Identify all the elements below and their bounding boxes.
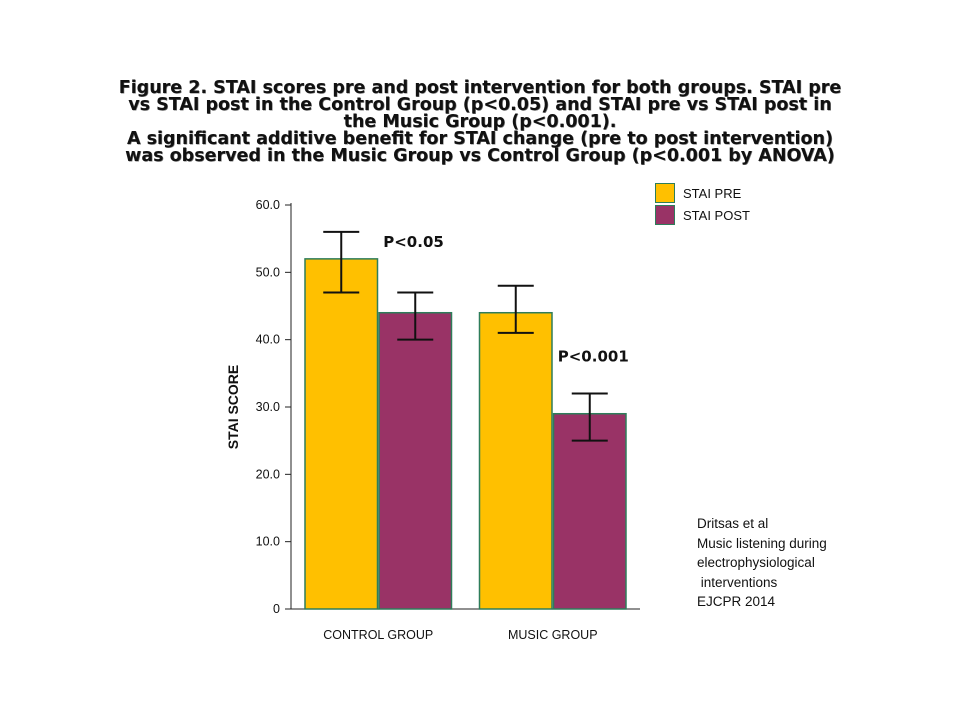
source-note-line: EJCPR 2014 [697,594,776,609]
bar-stai-pre [478,311,553,610]
bar-stai-post [552,412,627,610]
y-tick-label: 10.0 [256,535,280,549]
source-note: Dritsas et al Music listening during ele… [697,514,827,612]
source-note-line: Dritsas et al [697,516,769,531]
title-line: vs STAI post in the Control Group (p<0.0… [128,95,832,115]
legend-item-stai-post: STAI POST [655,204,750,226]
y-tick-label: 30.0 [256,400,280,414]
legend-swatch-stai-pre [655,183,675,203]
bar-stai-pre [304,258,379,610]
title-line: Figure 2. STAI scores pre and post inter… [118,78,842,98]
source-note-line: Music listening during [697,535,827,551]
legend-label-stai-pre: STAI PRE [683,185,742,201]
source-note-line: electrophysiological [697,555,815,570]
legend-swatch-stai-post [655,205,675,225]
source-note-line: interventions [697,574,778,590]
legend-item-stai-pre: STAI PRE [655,182,750,204]
y-tick-label: 0 [273,602,280,616]
title-line: A significant additive benefit for STAI … [126,129,834,149]
y-axis-label: STAI SCORE [225,365,241,450]
significance-label: P<0.001 [558,348,629,366]
y-tick-label: 40.0 [256,333,280,347]
x-tick-label: CONTROL GROUP [323,628,433,642]
x-tick-label: MUSIC GROUP [508,628,598,642]
significance-label: P<0.05 [383,233,444,251]
chart-legend: STAI PRE STAI POST [655,182,750,226]
bar-stai-post [378,311,453,610]
y-tick-label: 20.0 [256,467,280,481]
y-tick-label: 60.0 [256,198,280,212]
title-line: the Music Group (p<0.001). [343,112,617,132]
legend-label-stai-post: STAI POST [683,207,750,223]
y-tick-label: 50.0 [256,265,280,279]
figure-title: Figure 2. STAI scores pre and post inter… [40,78,920,166]
title-line: was observed in the Music Group vs Contr… [125,146,835,166]
